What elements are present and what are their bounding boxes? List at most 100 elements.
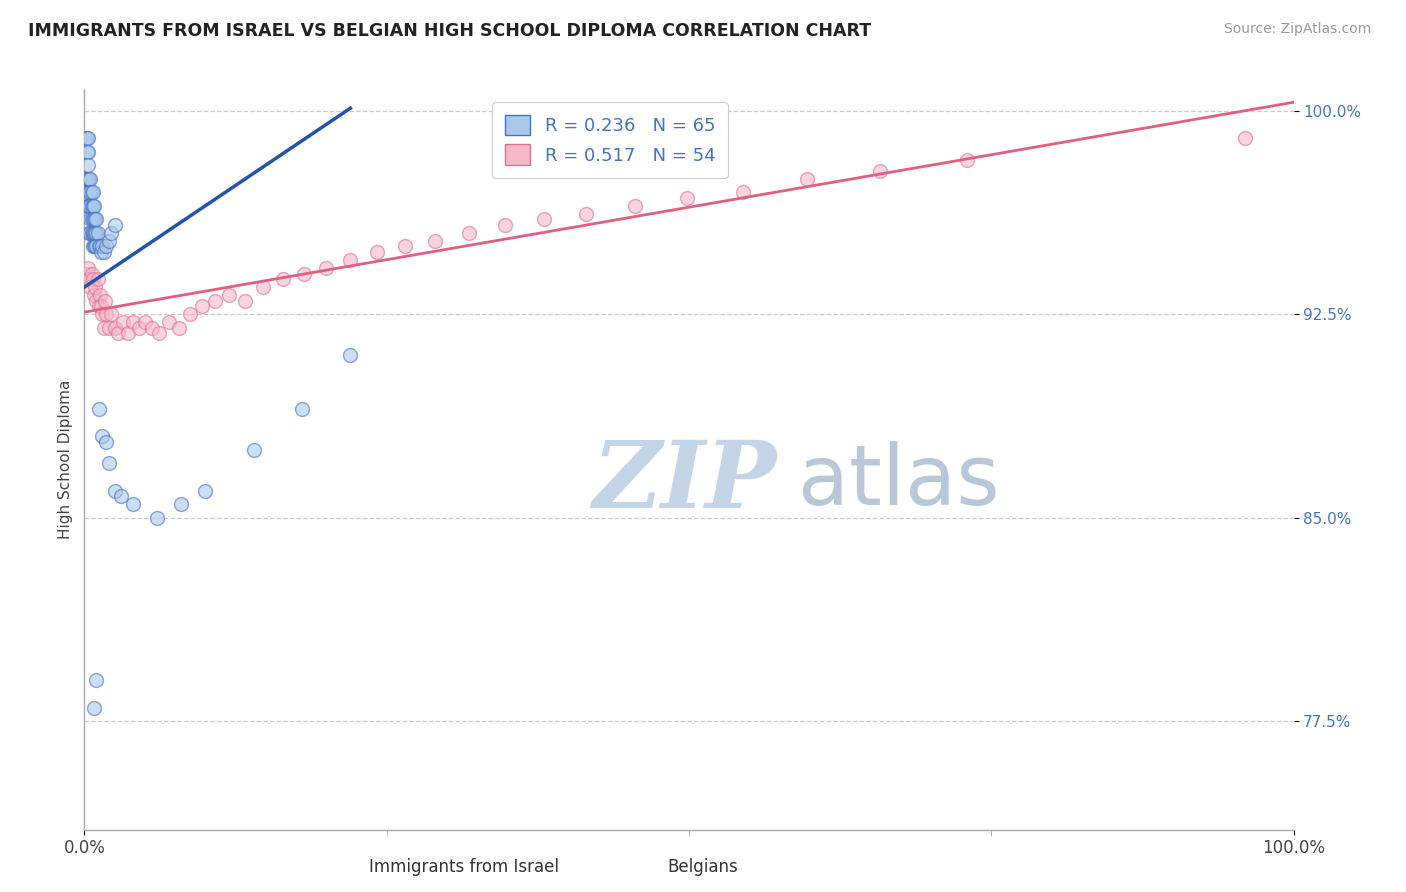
Point (75, 171, 97, 186)
Point (80, 226, 103, 240)
Point (366, 244, 388, 259)
Point (83, 239, 105, 253)
Point (110, 489, 132, 503)
Point (91, 239, 114, 253)
Point (128, 321, 150, 335)
Point (675, 191, 697, 205)
Legend: R = 0.236   N = 65, R = 0.517   N = 54: R = 0.236 N = 65, R = 0.517 N = 54 (492, 102, 728, 178)
Point (97, 234, 120, 248)
Point (76, 171, 98, 186)
Point (294, 267, 316, 281)
Point (91, 307, 114, 321)
Point (87, 239, 110, 253)
Point (83, 288, 105, 302)
Point (394, 239, 416, 253)
Point (94, 293, 117, 308)
Point (733, 186, 755, 200)
Point (87, 299, 110, 313)
Text: IMMIGRANTS FROM ISRAEL VS BELGIAN HIGH SCHOOL DIPLOMA CORRELATION CHART: IMMIGRANTS FROM ISRAEL VS BELGIAN HIGH S… (28, 22, 872, 40)
Point (117, 326, 139, 341)
Point (86, 272, 108, 286)
Point (575, 207, 598, 221)
Point (190, 299, 212, 313)
Point (533, 212, 555, 227)
Point (107, 326, 129, 341)
Point (84, 239, 107, 253)
Point (218, 288, 240, 302)
Point (457, 226, 479, 240)
Point (77, 171, 100, 186)
Point (79, 226, 101, 240)
Point (77, 131, 100, 145)
Point (86, 239, 108, 253)
Point (90, 299, 112, 313)
Point (104, 483, 127, 498)
Point (194, 483, 217, 498)
Point (93, 321, 115, 335)
Point (90, 244, 112, 259)
Point (204, 293, 226, 308)
Point (77, 199, 100, 213)
Point (76, 131, 98, 145)
Point (242, 442, 264, 457)
Point (83, 700, 105, 714)
Point (82, 226, 104, 240)
Point (339, 348, 361, 362)
Point (1234, 131, 1257, 145)
Point (76, 145, 98, 159)
Text: atlas: atlas (797, 441, 1000, 522)
Point (86, 226, 108, 240)
Point (76, 267, 98, 281)
Point (89, 288, 111, 302)
Point (94, 239, 117, 253)
Point (94, 307, 117, 321)
Point (80, 199, 103, 213)
Point (93, 244, 115, 259)
Point (77, 158, 100, 172)
Point (233, 293, 256, 308)
Point (86, 226, 108, 240)
Point (84, 280, 107, 294)
Point (75, 131, 97, 145)
Text: Belgians: Belgians (668, 858, 738, 876)
Point (82, 199, 104, 213)
Point (104, 218, 127, 232)
Point (79, 212, 101, 227)
Point (339, 253, 361, 268)
Point (97, 321, 120, 335)
Point (77, 171, 100, 186)
Point (148, 326, 170, 341)
Point (86, 293, 108, 308)
Point (79, 186, 101, 200)
Point (869, 163, 891, 178)
Point (121, 315, 143, 329)
Point (77, 261, 100, 276)
Point (104, 321, 127, 335)
Point (82, 212, 104, 227)
Point (79, 171, 101, 186)
Point (83, 212, 105, 227)
Point (82, 272, 104, 286)
Point (112, 315, 135, 329)
Point (97, 457, 120, 471)
Point (89, 239, 111, 253)
Point (141, 321, 163, 335)
Point (100, 307, 122, 321)
Point (315, 261, 337, 276)
Point (83, 199, 105, 213)
Point (956, 153, 979, 167)
Y-axis label: High School Diploma: High School Diploma (58, 380, 73, 539)
Point (80, 267, 103, 281)
Text: Source: ZipAtlas.com: Source: ZipAtlas.com (1223, 22, 1371, 37)
Point (167, 321, 190, 335)
Point (146, 510, 169, 524)
Point (77, 145, 100, 159)
Point (79, 199, 101, 213)
Point (83, 226, 105, 240)
Point (77, 272, 100, 286)
Point (79, 280, 101, 294)
Point (80, 212, 103, 227)
Point (87, 402, 110, 417)
Point (623, 199, 645, 213)
Point (100, 226, 122, 240)
